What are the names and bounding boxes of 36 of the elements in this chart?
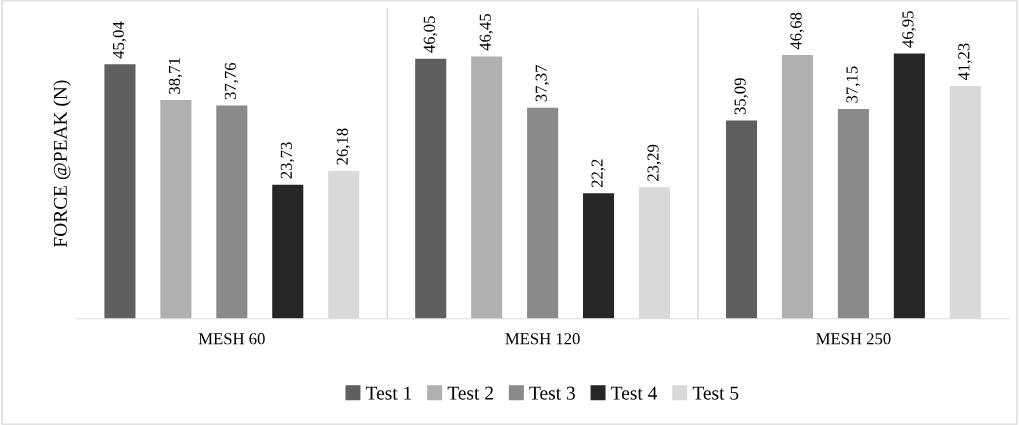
legend-label: Test 1 [365,386,412,400]
bar [216,105,248,319]
x-tick-label: MESH 250 [816,333,891,345]
data-label: 23,29 [647,144,662,181]
bar [471,56,503,319]
bar [893,53,925,319]
x-tick-label: MESH 120 [505,333,580,345]
bar [527,107,559,319]
data-label: 46,05 [423,16,438,53]
data-label: 37,76 [224,62,239,100]
bar [415,58,447,319]
data-label: 38,71 [168,58,183,94]
legend-label: Test 4 [611,386,658,400]
data-label: 41,23 [958,43,972,80]
data-label: 45,04 [112,21,127,59]
y-axis-title: FORCE @PEAK (N) [53,80,71,248]
bar [837,108,869,319]
bar [104,64,136,319]
bar [725,120,758,319]
legend-label: Test 5 [692,386,739,400]
data-label: 46,68 [790,12,805,50]
legend-label: Test 2 [447,386,493,400]
data-label: 37,15 [846,66,860,103]
bar [272,184,304,319]
data-label: 46,45 [479,14,494,51]
data-label: 35,09 [734,78,749,115]
data-label: 37,37 [535,65,550,102]
bar [160,100,192,319]
bar [781,55,814,319]
bar [583,193,615,319]
data-label: 26,18 [336,128,351,165]
data-label: 46,95 [902,11,916,48]
x-tick-label: MESH 60 [198,333,265,345]
legend-label: Test 3 [529,386,575,400]
data-label: 23,73 [280,142,295,179]
data-label: 22,2 [591,159,606,188]
